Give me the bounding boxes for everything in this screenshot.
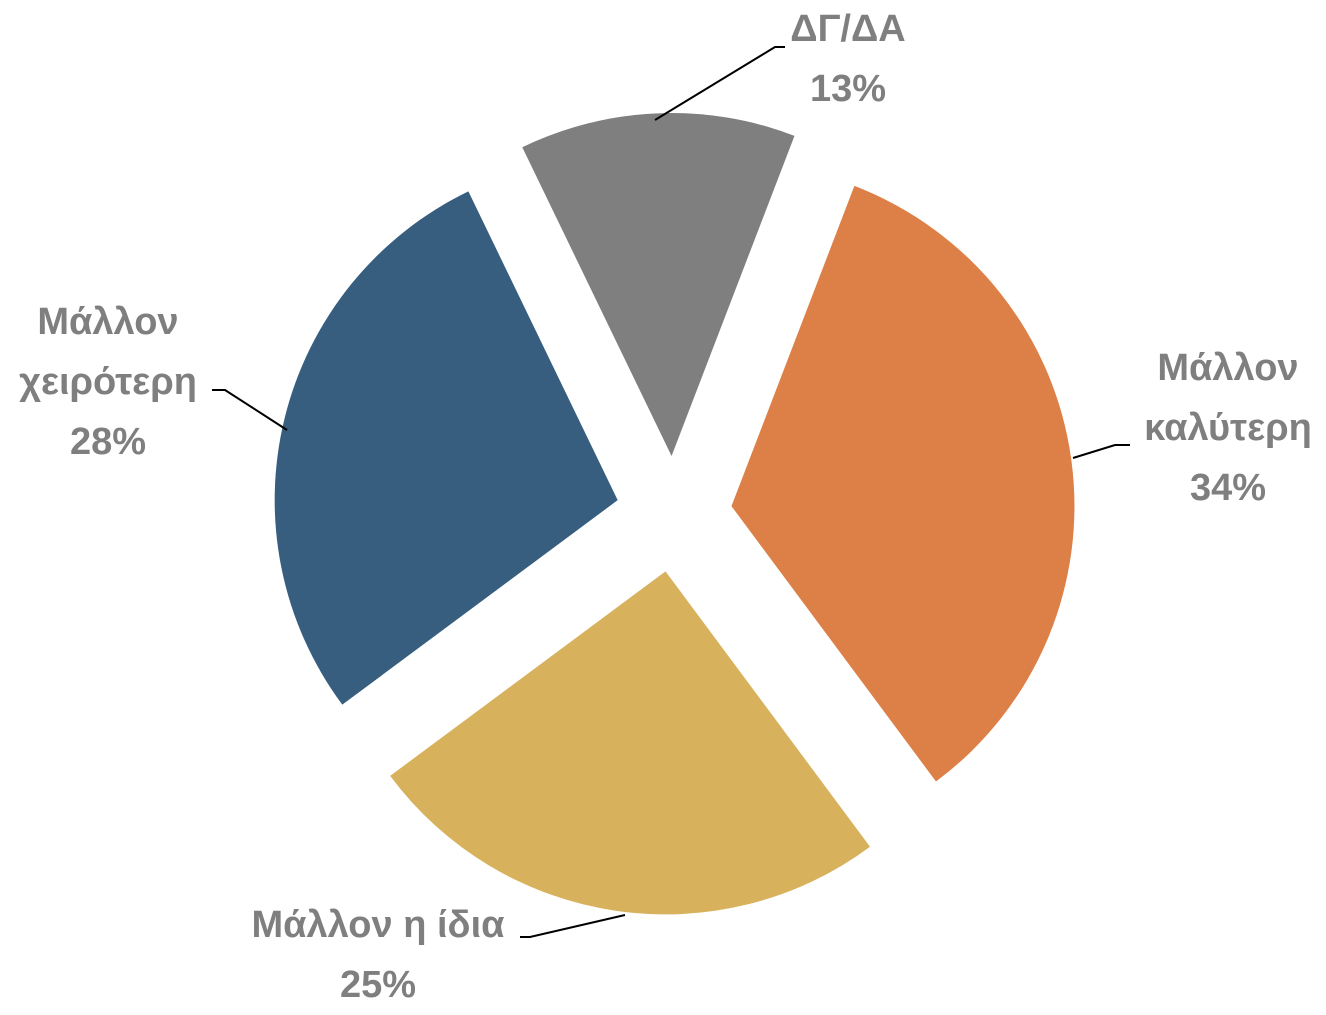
data-label: Μάλλον καλύτερη 34%: [1128, 338, 1326, 518]
pie-slice: [731, 185, 1075, 782]
category-label: Μάλλον η ίδια: [251, 904, 505, 946]
category-label: Μάλλον καλύτερη: [1144, 347, 1312, 449]
value-label: 25%: [339, 964, 417, 1006]
pie-slice: [522, 113, 795, 457]
category-label: Μάλλον χειρότερη: [19, 301, 197, 403]
leader-lines: [212, 46, 1130, 938]
value-label: 34%: [1189, 467, 1267, 509]
data-label: Μάλλον χειρότερη 28%: [8, 292, 208, 472]
leader-line: [212, 389, 288, 431]
value-label: 13%: [809, 68, 887, 110]
leader-line: [654, 46, 785, 121]
leader-line: [520, 914, 626, 938]
pie-slice: [274, 191, 618, 705]
data-label: Μάλλον η ίδια 25%: [213, 895, 543, 1015]
category-label: ΔΓ/ΔΑ: [790, 8, 906, 50]
leader-line: [1072, 444, 1130, 459]
data-label: ΔΓ/ΔΑ 13%: [748, 0, 948, 119]
value-label: 28%: [69, 421, 147, 463]
pie-slice: [390, 571, 871, 915]
